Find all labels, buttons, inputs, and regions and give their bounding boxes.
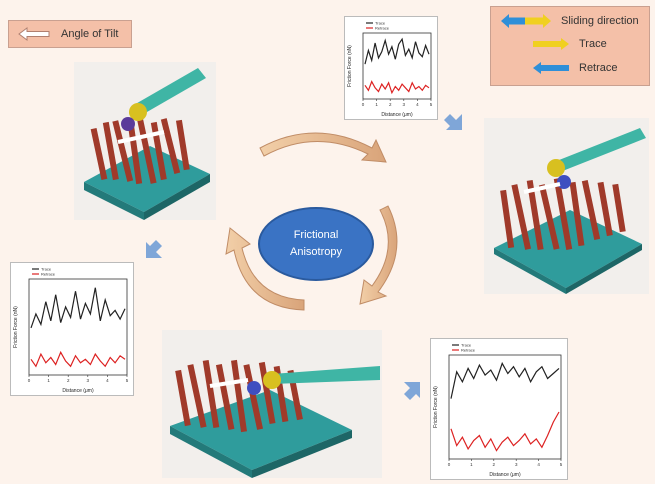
x-tick-label: 0 bbox=[362, 102, 365, 107]
series-line-retrace bbox=[450, 411, 560, 452]
x-axis-label: Distance (μm) bbox=[489, 472, 521, 478]
x-tick-label: 3 bbox=[87, 378, 90, 383]
y-axis-label: Friction Force (nN) bbox=[13, 306, 19, 348]
x-tick-label: 5 bbox=[126, 378, 129, 383]
x-tick-label: 3 bbox=[515, 462, 518, 467]
cycle-arrow-right bbox=[359, 205, 398, 305]
direction-legend: Sliding direction Trace Retrace bbox=[490, 6, 650, 86]
cycle-arrows bbox=[225, 132, 398, 311]
legend-text-trace: Trace bbox=[41, 267, 52, 272]
legend-text-retrace: Retrace bbox=[41, 272, 56, 277]
series-line-retrace bbox=[30, 350, 126, 368]
cycle-arrow-left bbox=[225, 227, 305, 311]
legend-item-sliding: Sliding direction bbox=[499, 13, 639, 29]
center-label-line1: Frictional bbox=[293, 229, 339, 241]
white-arrow-icon bbox=[18, 27, 50, 41]
x-tick-label: 5 bbox=[430, 102, 433, 107]
friction-plot-bottom-right: Trace Retrace 0 1 2 3 4 5 Distance (μm) Friction … bbox=[430, 338, 568, 480]
legend-text-retrace: Retrace bbox=[375, 26, 390, 31]
angle-of-tilt-label: Angle of Tilt bbox=[61, 28, 119, 40]
x-tick-label: 2 bbox=[493, 462, 496, 467]
x-axis-label: Distance (μm) bbox=[381, 112, 413, 118]
series-line-retrace bbox=[364, 80, 430, 95]
y-axis-label: Friction Force (nN) bbox=[347, 45, 353, 87]
legend-label-retrace: Retrace bbox=[579, 62, 618, 74]
double-arrow-icon bbox=[501, 14, 551, 28]
friction-plot-top: Trace Retrace 0 1 2 3 4 5 Distance (μm) Friction … bbox=[344, 16, 438, 120]
x-tick-label: 4 bbox=[106, 378, 109, 383]
plot-frame bbox=[28, 278, 128, 376]
friction-plot-left: Trace Retrace 0 1 2 3 4 5 Distance (μm) Friction … bbox=[10, 262, 134, 396]
x-tick-label: 3 bbox=[403, 102, 406, 107]
afm-render-bottom bbox=[162, 330, 382, 478]
x-tick-label: 1 bbox=[375, 102, 378, 107]
x-tick-label: 4 bbox=[416, 102, 419, 107]
legend-text-trace: Trace bbox=[461, 343, 472, 348]
x-tick-label: 0 bbox=[28, 378, 31, 383]
frictional-anisotropy-ellipse: Frictional Anisotropy bbox=[258, 207, 374, 281]
flow-arrow-bottom-right bbox=[404, 382, 420, 400]
center-label-line2: Anisotropy bbox=[290, 246, 342, 258]
flow-arrow-left bbox=[146, 240, 162, 258]
series-line-trace bbox=[450, 361, 560, 399]
x-tick-label: 2 bbox=[389, 102, 392, 107]
legend-label-sliding: Sliding direction bbox=[561, 15, 639, 27]
cycle-arrow-top bbox=[259, 132, 387, 163]
plot-frame bbox=[362, 32, 432, 100]
flow-arrow-upper-right bbox=[444, 114, 462, 130]
y-axis-label: Friction Force (nN) bbox=[433, 386, 439, 428]
x-tick-label: 1 bbox=[47, 378, 50, 383]
legend-item-retrace: Retrace bbox=[531, 61, 618, 75]
legend-item-trace: Trace bbox=[531, 37, 607, 51]
x-tick-label: 1 bbox=[470, 462, 473, 467]
x-axis-label: Distance (μm) bbox=[62, 388, 94, 394]
legend-label-trace: Trace bbox=[579, 38, 607, 50]
plot-frame bbox=[448, 354, 562, 460]
angle-of-tilt-key: Angle of Tilt bbox=[8, 20, 132, 48]
legend-text-trace: Trace bbox=[375, 21, 386, 26]
x-tick-label: 0 bbox=[448, 462, 451, 467]
afm-render-right bbox=[484, 118, 649, 294]
series-line-trace bbox=[364, 37, 430, 65]
x-tick-label: 2 bbox=[67, 378, 70, 383]
legend-text-retrace: Retrace bbox=[461, 348, 476, 353]
afm-render-top-left bbox=[74, 62, 216, 220]
series-line-trace bbox=[30, 287, 126, 329]
blue-arrow-icon bbox=[533, 62, 569, 74]
x-tick-label: 4 bbox=[537, 462, 540, 467]
x-tick-label: 5 bbox=[560, 462, 563, 467]
yellow-arrow-icon bbox=[533, 38, 569, 50]
